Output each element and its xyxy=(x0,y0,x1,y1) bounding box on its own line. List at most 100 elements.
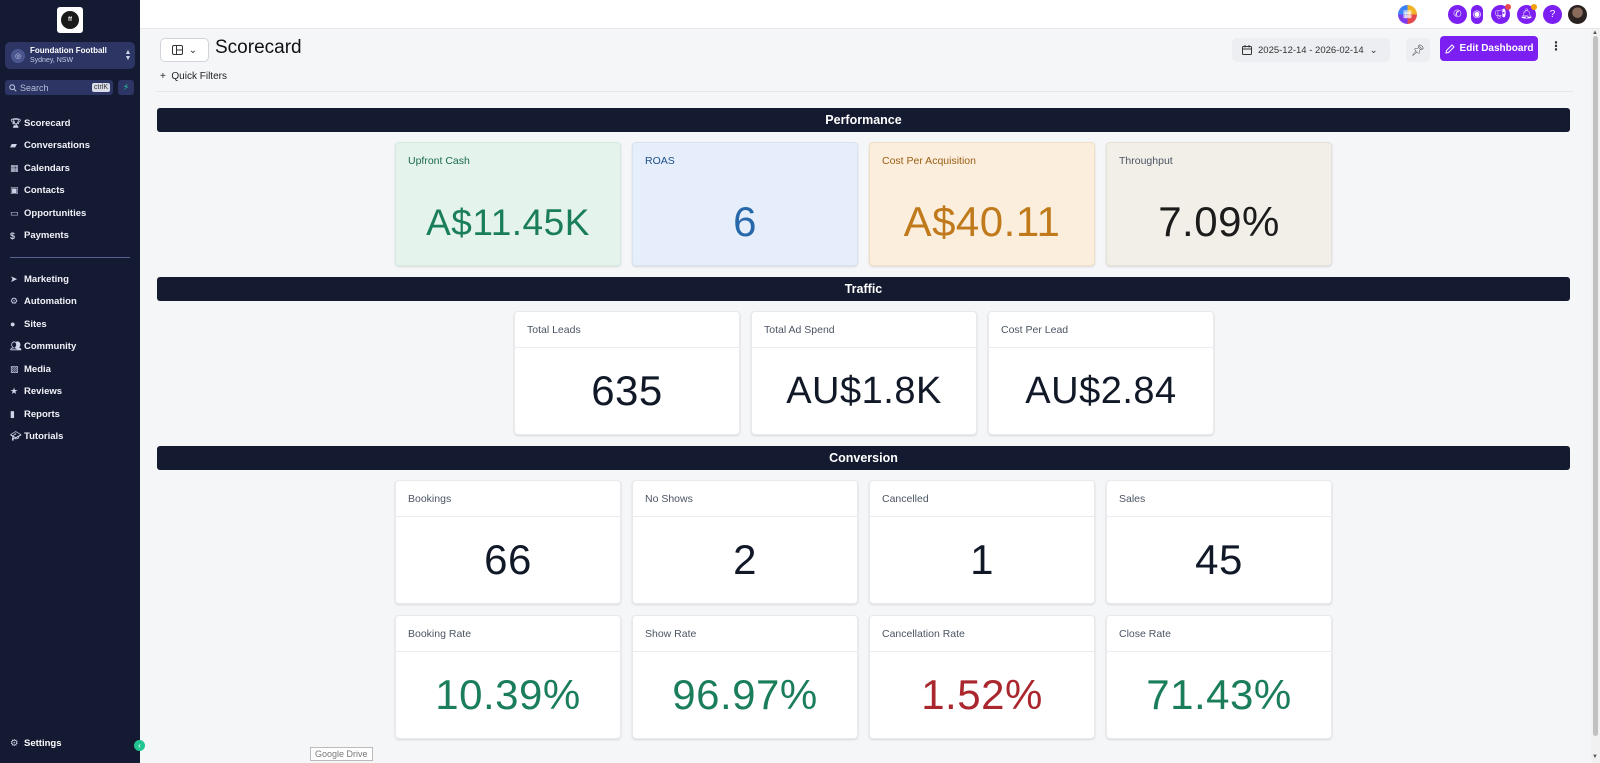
card-title: Cancelled xyxy=(882,493,929,505)
sidebar-item-label: Payments xyxy=(24,230,69,242)
chat-widget-icon[interactable]: ◉ xyxy=(1471,5,1483,24)
top-bar: ▦ ✆ ◉ 📢︎ 🔔︎ ? xyxy=(140,0,1600,29)
location-icon: ◎ xyxy=(11,48,25,63)
nav-primary: 🏆︎ Scorecard ▰ Conversations ▦ Calendars ▣ C… xyxy=(0,112,140,247)
sidebar-item-marketing[interactable]: ➤ Marketing xyxy=(0,268,140,291)
card-divider xyxy=(633,516,857,517)
card-title: No Shows xyxy=(645,493,693,505)
sidebar-item-label: Community xyxy=(24,341,77,353)
metric-card-cancellation-rate[interactable]: Cancellation Rate 1.52% xyxy=(869,615,1095,739)
metric-card-roas[interactable]: ROAS 6 xyxy=(632,142,858,266)
sidebar-item-automation[interactable]: ⚙ Automation xyxy=(0,291,140,314)
card-value: A$11.45K xyxy=(426,202,590,243)
sidebar-item-community[interactable]: 👥︎ Community xyxy=(0,336,140,359)
search-icon xyxy=(9,83,17,92)
metric-card-cost-per-acquisition[interactable]: Cost Per Acquisition A$40.11 xyxy=(869,142,1095,266)
metric-card-total-leads[interactable]: Total Leads 635 xyxy=(514,311,740,435)
sidebar-item-reports[interactable]: ▮ Reports xyxy=(0,403,140,426)
sidebar-item-scorecard[interactable]: 🏆︎ Scorecard xyxy=(0,112,140,135)
sidebar-item-label: Automation xyxy=(24,296,77,308)
sidebar-item-label: Contacts xyxy=(24,185,65,197)
layout-icon xyxy=(171,45,183,55)
date-range-picker[interactable]: 2025-12-14 - 2026-02-14 ⌄ xyxy=(1232,38,1390,62)
notification-dot xyxy=(1531,4,1537,10)
apps-grid-icon[interactable]: ▦ xyxy=(1398,5,1417,24)
more-options-icon[interactable]: ⋮ xyxy=(1550,39,1562,53)
scrollbar-thumb[interactable] xyxy=(1593,36,1598,736)
sidebar-item-label: Sites xyxy=(24,318,47,330)
quick-filters-label: Quick Filters xyxy=(171,71,227,82)
metric-card-sales[interactable]: Sales 45 xyxy=(1106,480,1332,604)
card-value: 1.52% xyxy=(921,671,1043,718)
sidebar-item-payments[interactable]: $ Payments xyxy=(0,225,140,248)
sidebar-item-contacts[interactable]: ▣ Contacts xyxy=(0,180,140,203)
help-icon[interactable]: ? xyxy=(1543,5,1562,24)
sidebar-item-reviews[interactable]: ★ Reviews xyxy=(0,381,140,404)
quick-action-bolt-icon[interactable]: ⚡ xyxy=(118,80,134,95)
card-value: 45 xyxy=(1195,536,1243,583)
sidebar-item-label: Media xyxy=(24,363,51,375)
metric-card-cancelled[interactable]: Cancelled 1 xyxy=(869,480,1095,604)
edit-dashboard-button[interactable]: Edit Dashboard xyxy=(1440,36,1538,61)
sidebar-item-label: Calendars xyxy=(24,162,70,174)
sidebar-item-conversations[interactable]: ▰ Conversations xyxy=(0,135,140,158)
metric-card-bookings[interactable]: Bookings 66 xyxy=(395,480,621,604)
chevron-updown-icon: ▲ ▼ xyxy=(124,48,132,62)
star-icon: ★ xyxy=(10,386,19,397)
metric-card-close-rate[interactable]: Close Rate 71.43% xyxy=(1106,615,1332,739)
scroll-up-arrow-icon[interactable]: ▲ xyxy=(1592,30,1598,36)
sidebar-item-settings[interactable]: ⚙ Settings xyxy=(10,738,61,749)
sidebar-item-sites[interactable]: ● Sites xyxy=(0,313,140,336)
scroll-down-arrow-icon[interactable]: ▼ xyxy=(1592,754,1598,760)
metric-card-booking-rate[interactable]: Booking Rate 10.39% xyxy=(395,615,621,739)
sidebar-item-label: Marketing xyxy=(24,273,69,285)
globe-icon: ● xyxy=(10,319,16,330)
bell-icon[interactable]: 🔔︎ xyxy=(1517,4,1537,24)
card-divider xyxy=(1107,516,1331,517)
pin-button[interactable]: 📌︎ xyxy=(1406,38,1430,62)
phone-icon[interactable]: ✆ xyxy=(1448,5,1467,24)
card-value: 10.39% xyxy=(435,671,581,718)
calendar-icon xyxy=(1242,45,1252,55)
contacts-icon: ▣ xyxy=(10,185,19,196)
main-content: ⌄ Scorecard + Quick Filters 2025-12-14 -… xyxy=(140,29,1590,763)
nav-secondary: ➤ Marketing ⚙ Automation ● Sites 👥︎ Communit… xyxy=(0,268,140,448)
user-avatar[interactable] xyxy=(1568,5,1587,24)
card-divider xyxy=(752,347,976,348)
notification-dot xyxy=(1505,4,1511,10)
sidebar-item-opportunities[interactable]: ▭ Opportunities xyxy=(0,202,140,225)
sidebar-item-tutorials[interactable]: 🎓︎ Tutorials xyxy=(0,426,140,449)
sidebar-item-calendars[interactable]: ▦ Calendars xyxy=(0,157,140,180)
metric-card-show-rate[interactable]: Show Rate 96.97% xyxy=(632,615,858,739)
dollar-icon: $ xyxy=(10,230,16,241)
image-icon: ▨ xyxy=(10,363,19,374)
quick-filters-button[interactable]: + Quick Filters xyxy=(160,71,227,82)
card-title: Total Leads xyxy=(527,324,581,336)
sidebar-item-label: Scorecard xyxy=(24,117,71,129)
metric-card-no-shows[interactable]: No Shows 2 xyxy=(632,480,858,604)
search-input[interactable]: Search ctrlK xyxy=(5,80,113,95)
megaphone-icon[interactable]: 📢︎ xyxy=(1491,4,1511,24)
page-title: Scorecard xyxy=(215,37,302,58)
sidebar-item-label: Tutorials xyxy=(24,431,64,443)
company-logo[interactable]: ff xyxy=(57,7,83,33)
card-divider xyxy=(515,347,739,348)
metric-card-total-ad-spend[interactable]: Total Ad Spend AU$1.8K xyxy=(751,311,977,435)
sidebar-item-label: Opportunities xyxy=(24,207,87,219)
layout-switcher-button[interactable]: ⌄ xyxy=(160,38,209,62)
account-location: Sydney, NSW xyxy=(30,56,74,64)
metric-card-upfront-cash[interactable]: Upfront Cash A$11.45K xyxy=(395,142,621,266)
section-header-performance: Performance xyxy=(157,108,1570,132)
card-title: Cost Per Acquisition xyxy=(882,155,976,167)
send-icon: ➤ xyxy=(10,273,18,284)
metric-card-cost-per-lead[interactable]: Cost Per Lead AU$2.84 xyxy=(988,311,1214,435)
card-divider xyxy=(1107,651,1331,652)
card-value: 2 xyxy=(733,536,757,583)
tooltip: Google Drive xyxy=(310,747,373,761)
sidebar-item-label: Reports xyxy=(24,408,60,420)
account-switcher[interactable]: ◎ Foundation Football Sydney, NSW ▲ ▼ xyxy=(5,42,135,69)
sidebar-collapse-button[interactable]: ‹ xyxy=(134,740,145,751)
sidebar-item-media[interactable]: ▨ Media xyxy=(0,358,140,381)
metric-card-throughput[interactable]: Throughput 7.09% xyxy=(1106,142,1332,266)
section-header-traffic: Traffic xyxy=(157,277,1570,301)
